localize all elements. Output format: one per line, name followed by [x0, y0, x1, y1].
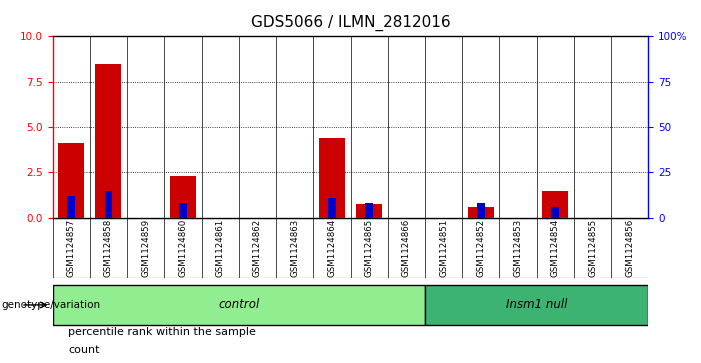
Text: count: count: [68, 345, 100, 355]
Text: GSM1124866: GSM1124866: [402, 219, 411, 277]
Text: control: control: [218, 298, 259, 311]
Text: GSM1124858: GSM1124858: [104, 219, 113, 277]
Text: GSM1124857: GSM1124857: [67, 219, 76, 277]
Text: genotype/variation: genotype/variation: [1, 300, 100, 310]
Text: Insm1 null: Insm1 null: [506, 298, 567, 311]
Text: GSM1124861: GSM1124861: [216, 219, 224, 277]
Bar: [95, 64, 121, 218]
Bar: [58, 143, 84, 218]
Bar: [365, 203, 373, 218]
Bar: [328, 198, 336, 218]
Text: GSM1124855: GSM1124855: [588, 219, 597, 277]
Bar: [356, 204, 382, 218]
Text: GSM1124852: GSM1124852: [477, 219, 485, 277]
Text: GSM1124854: GSM1124854: [551, 219, 560, 277]
Text: GDS5066 / ILMN_2812016: GDS5066 / ILMN_2812016: [251, 15, 450, 31]
Text: GSM1124860: GSM1124860: [179, 219, 187, 277]
Bar: [543, 191, 569, 218]
Text: GSM1124864: GSM1124864: [327, 219, 336, 277]
Bar: [319, 138, 345, 218]
Bar: [468, 207, 494, 218]
Bar: [67, 196, 75, 218]
Text: GSM1124863: GSM1124863: [290, 219, 299, 277]
Bar: [53, 285, 425, 325]
Bar: [170, 176, 196, 218]
Text: GSM1124859: GSM1124859: [141, 219, 150, 277]
Text: GSM1124862: GSM1124862: [253, 219, 262, 277]
Text: percentile rank within the sample: percentile rank within the sample: [68, 327, 256, 337]
Text: GSM1124853: GSM1124853: [514, 219, 522, 277]
Bar: [104, 191, 112, 218]
Text: GSM1124865: GSM1124865: [365, 219, 374, 277]
Bar: [425, 285, 648, 325]
Text: GSM1124851: GSM1124851: [439, 219, 448, 277]
Text: GSM1124856: GSM1124856: [625, 219, 634, 277]
Bar: [477, 203, 485, 218]
Bar: [552, 207, 559, 218]
Bar: [179, 203, 187, 218]
